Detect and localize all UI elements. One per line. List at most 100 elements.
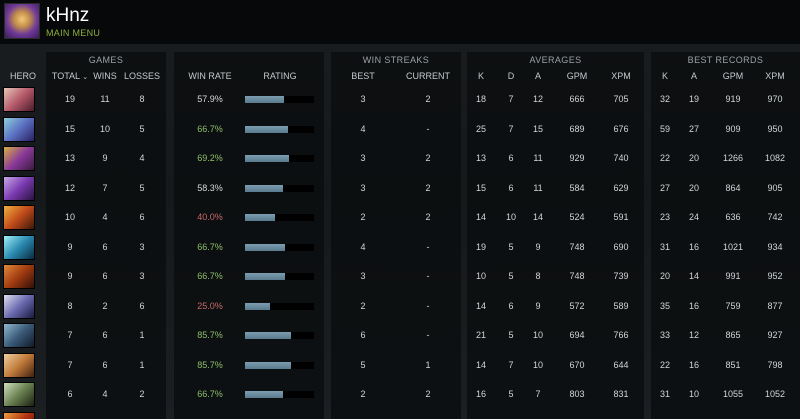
rating-bar [245,214,314,221]
cell-gpm: 666 [569,94,585,104]
hero-portrait[interactable] [3,234,35,260]
col-rating[interactable]: RATING [263,71,297,81]
hero-portrait[interactable] [3,264,35,289]
hero-portrait[interactable] [3,87,35,112]
col-current[interactable]: CURRENT [406,71,450,81]
cell-bk: 22 [659,359,670,370]
hero-portrait[interactable] [3,146,35,171]
cell-total: 7 [67,359,73,370]
table-row[interactable]: 10 4 6 40.0% 2 2 14 10 14 524 591 23 24 636 742 [0,203,800,232]
col-best-xpm[interactable]: XPM [765,71,785,81]
cell-best: 2 [360,212,366,222]
rating-bar [245,243,314,251]
table-row[interactable]: 9 6 3 66.7% 3 - 10 5 8 748 739 20 14 991 952 [0,262,800,291]
hero-portrait[interactable] [3,175,35,201]
group-games: GAMES [46,52,166,69]
col-avg-d[interactable]: D [507,71,515,81]
cell-win-rate: 40.0% [197,212,223,222]
cell-bxpm: 927 [767,330,783,340]
cell-current: 1 [425,359,431,370]
cell-ba: 19 [688,94,699,104]
hero-portrait[interactable] [3,382,35,407]
cell-bk: 27 [659,182,670,193]
group-win-streaks: WIN STREAKS [331,52,461,69]
cell-win-rate: 25.0% [197,300,223,311]
cell-ba: 16 [688,241,699,252]
col-avg-a[interactable]: A [534,71,541,81]
cell-ba: 20 [688,182,699,193]
cell-best: 2 [360,389,366,399]
cell-ba: 10 [688,389,699,399]
cell-total: 19 [64,94,75,104]
cell-k: 18 [473,410,489,419]
cell-d: 6 [508,153,514,163]
cell-xpm: 589 [613,300,629,311]
col-losses[interactable]: LOSSES [123,71,161,81]
cell-bxpm: 798 [767,359,783,370]
rating-bar-fill [245,273,285,280]
cell-k: 13 [475,153,486,163]
table-row[interactable]: 12 7 5 58.3% 3 2 15 6 11 584 629 27 20 864 905 [0,174,800,203]
rating-bar [245,391,314,398]
col-win-rate[interactable]: WIN RATE [188,71,232,81]
col-best-k[interactable]: K [661,71,668,81]
cell-current: - [426,330,430,340]
cell-k: 21 [475,330,486,340]
cell-bxpm: 905 [767,182,783,193]
table-row[interactable]: 8 2 6 25.0% 2 - 14 6 9 572 589 35 16 759 877 [0,292,800,321]
hero-portrait[interactable] [3,352,35,378]
table-row[interactable]: 6 4 2 66.7% 2 2 16 5 7 803 831 31 10 1055 1052 [0,380,800,409]
cell-bxpm: 1082 [764,153,786,163]
rating-bar [245,273,314,280]
cell-bk: 32 [659,94,670,104]
cell-bgpm: 1055 [722,389,744,399]
cell-wins: 3 [90,410,120,419]
table-row[interactable]: 19 11 8 57.9% 3 2 18 7 12 666 705 32 19 919 970 [0,85,800,114]
username: kHnz [46,5,90,26]
main-menu-link[interactable]: MAIN MENU [46,28,101,38]
cell-ba: 16 [688,359,699,370]
avatar[interactable] [4,3,40,39]
col-hero[interactable]: HERO [10,71,37,81]
col-avg-xpm[interactable]: XPM [611,71,631,81]
cell-bgpm: 865 [725,330,741,340]
col-total[interactable]: TOTAL ⌄ [50,69,90,84]
cell-k: 15 [475,182,486,193]
cell-total: 6 [50,410,90,419]
cell-best: 3 [360,182,366,193]
table-row[interactable]: 63350.0%21186147206152923860829 [0,410,800,419]
col-best-gpm[interactable]: GPM [722,71,744,81]
rating-bar-fill [245,302,270,310]
hero-portrait[interactable] [3,411,35,419]
cell-bxpm: 829 [760,410,790,419]
cell-gpm: 803 [569,389,585,399]
hero-portrait[interactable] [3,293,35,319]
cell-wins: 10 [99,123,110,134]
table-row[interactable]: 7 6 1 85.7% 6 - 21 5 10 694 766 33 12 865 927 [0,321,800,350]
cell-losses: 6 [139,300,145,311]
col-wins[interactable]: WINS [93,71,117,81]
col-avg-gpm[interactable]: GPM [566,71,588,81]
hero-portrait[interactable] [3,205,35,230]
col-avg-k[interactable]: K [477,71,484,81]
rating-bar-fill [245,125,288,133]
table-row[interactable]: 7 6 1 85.7% 5 1 14 7 10 670 644 22 16 851 798 [0,351,800,380]
table-row[interactable]: 15 10 5 66.7% 4 - 25 7 15 689 676 59 27 909 950 [0,115,800,144]
cell-bxpm: 877 [767,300,783,311]
cell-bk: 22 [659,153,670,163]
cell-losses: 4 [139,153,145,163]
cell-bgpm: 1266 [722,153,744,163]
col-best[interactable]: BEST [351,71,375,81]
cell-bxpm: 742 [767,212,783,222]
table-row[interactable]: 9 6 3 66.7% 4 - 19 5 9 748 690 31 16 1021 934 [0,233,800,262]
cell-wins: 4 [102,212,108,222]
cell-gpm: 748 [569,241,585,252]
cell-bgpm: 851 [725,359,741,370]
table-row[interactable]: 13 9 4 69.2% 3 2 13 6 11 929 740 22 20 1266 1082 [0,144,800,173]
cell-bk: 35 [659,300,670,311]
hero-portrait[interactable] [3,116,35,142]
col-best-a[interactable]: A [690,71,697,81]
group-rating-blank [174,52,324,69]
cell-d: 7 [508,123,514,134]
hero-portrait[interactable] [3,323,35,348]
